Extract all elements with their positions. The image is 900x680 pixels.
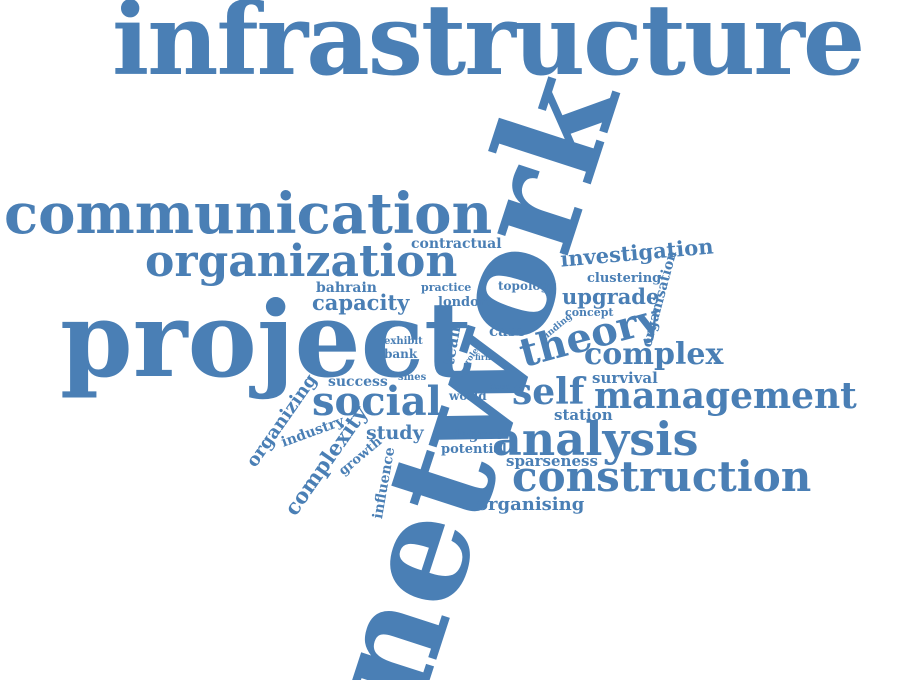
word-complex: complex <box>584 337 724 372</box>
word-clustering: clustering <box>587 271 662 286</box>
word-self: self <box>512 371 585 413</box>
word-case: case <box>489 322 526 340</box>
word-exhibit: exhibit <box>384 336 423 347</box>
word-potential: potential <box>441 442 507 457</box>
word-bahrain: bahrain <box>316 280 377 296</box>
word-upgrade: upgrade <box>562 284 660 309</box>
word-concept: concept <box>565 306 614 319</box>
word-analysis: analysis <box>492 412 699 466</box>
word-infrastructure: infrastructure <box>112 0 865 98</box>
word-management: management <box>594 375 857 417</box>
word-construction: construction <box>512 452 812 501</box>
word-social: social <box>312 378 442 425</box>
word-communication: communication <box>4 181 493 247</box>
word-capacity: capacity <box>312 290 410 315</box>
word-degree: degree <box>450 427 504 443</box>
word-contractual: contractual <box>411 236 502 252</box>
word-organising: organising <box>476 494 585 515</box>
word-firm: firm <box>475 352 494 362</box>
word-london: london <box>438 295 489 310</box>
word-practice: practice <box>421 281 472 294</box>
word-issue: issue <box>488 381 511 391</box>
word-bank: bank <box>384 347 418 361</box>
word-sparseness: sparseness <box>506 452 598 470</box>
word-success: success <box>328 374 388 390</box>
word-survival: survival <box>592 369 658 387</box>
word-study: study <box>366 422 424 444</box>
word-station: station <box>554 406 613 424</box>
word-project: project <box>60 278 473 401</box>
word-smes: smes <box>398 372 427 383</box>
word-topology: topology <box>498 279 556 293</box>
word-organization: organization <box>145 236 458 287</box>
word-world: world <box>449 389 487 403</box>
